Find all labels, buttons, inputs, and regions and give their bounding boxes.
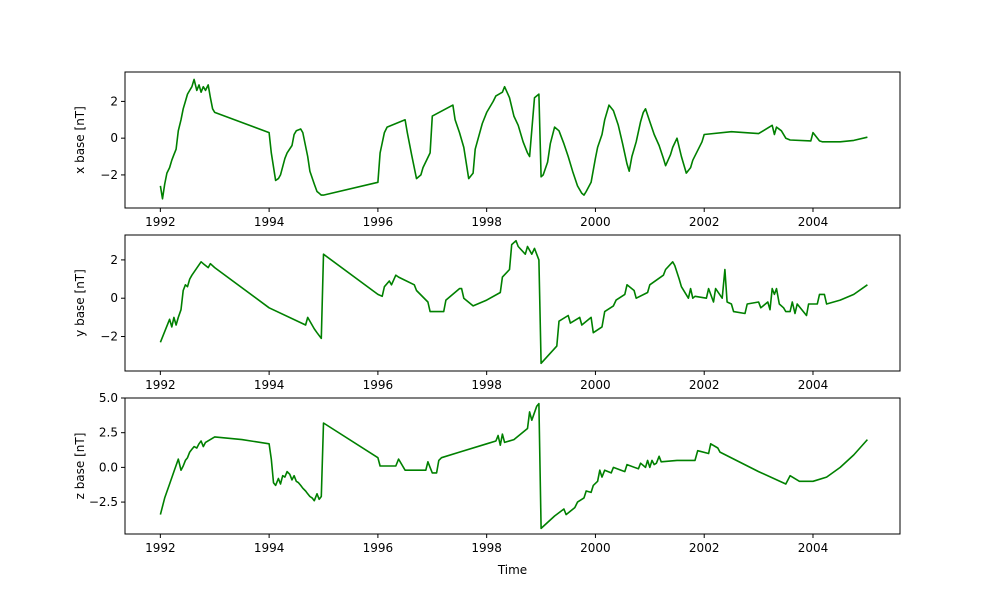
y-base-x-tick-label: 2004: [798, 378, 829, 392]
x-base-series-layer: [159, 78, 868, 200]
y-base-y-tick-label: −2: [100, 330, 118, 344]
z-base-series-line: [159, 402, 868, 530]
x-base-x-tick-label: 2004: [798, 215, 829, 229]
z-base-x-tick-label: 1998: [471, 541, 502, 555]
y-base-y-ticks: −2 0 2: [100, 253, 125, 344]
x-base-y-ticks: −2 0 2: [100, 94, 125, 182]
y-base-y-axis-label: y base [nT]: [73, 269, 87, 337]
y-base-x-tick-label: 1996: [363, 378, 394, 392]
z-base-x-tick-label: 1992: [145, 541, 176, 555]
z-base-y-tick-label: 5.0: [99, 391, 118, 405]
y-base-x-tick-label: 1992: [145, 378, 176, 392]
z-base-y-tick-label: 2.5: [99, 426, 118, 440]
z-base-series-layer: [159, 402, 868, 530]
y-base-x-tick-label: 1998: [471, 378, 502, 392]
z-base-panel: 1992 1994 1996 1998 2000 2002 2004 −2.5 0.0 2.5 5…: [73, 391, 901, 577]
y-base-x-tick-label: 1994: [254, 378, 285, 392]
z-base-y-ticks: −2.5 0.0 2.5 5.0: [89, 391, 125, 509]
y-base-x-ticks: 1992 1994 1996 1998 2000 2002 2004: [145, 371, 828, 392]
z-base-x-tick-label: 2000: [580, 541, 611, 555]
z-base-x-tick-label: 2002: [689, 541, 720, 555]
y-base-x-tick-label: 2002: [689, 378, 720, 392]
x-base-axes-frame: [124, 71, 901, 209]
z-base-y-tick-label: −2.5: [89, 495, 118, 509]
z-base-y-axis-label: z base [nT]: [73, 433, 87, 500]
y-base-panel: 1992 1994 1996 1998 2000 2002 2004 −2 0 2 y base…: [73, 234, 901, 392]
y-base-series-line: [159, 239, 868, 365]
x-base-x-tick-label: 2002: [689, 215, 720, 229]
x-base-x-tick-label: 1992: [145, 215, 176, 229]
z-base-y-tick-label: 0.0: [99, 460, 118, 474]
x-base-x-tick-label: 2000: [580, 215, 611, 229]
y-base-y-tick-label: 2: [110, 253, 118, 267]
y-base-y-tick-label: 0: [110, 291, 118, 305]
z-base-x-tick-label: 1996: [363, 541, 394, 555]
x-base-x-tick-label: 1994: [254, 215, 285, 229]
x-base-y-tick-label: 0: [110, 131, 118, 145]
x-base-y-tick-label: 2: [110, 94, 118, 108]
z-base-x-axis-label: Time: [497, 563, 527, 577]
x-base-series-line: [159, 78, 868, 200]
z-base-x-ticks: 1992 1994 1996 1998 2000 2002 2004: [145, 534, 828, 555]
z-base-x-tick-label: 2004: [798, 541, 829, 555]
x-base-x-tick-label: 1998: [471, 215, 502, 229]
z-base-axes-frame: [124, 397, 901, 535]
y-base-series-layer: [159, 239, 868, 365]
x-base-panel: 1992 1994 1996 1998 2000 2002 2004 −2 0 2 x base…: [73, 71, 901, 229]
z-base-x-tick-label: 1994: [254, 541, 285, 555]
y-base-x-tick-label: 2000: [580, 378, 611, 392]
x-base-y-tick-label: −2: [100, 168, 118, 182]
x-base-y-axis-label: x base [nT]: [73, 106, 87, 174]
x-base-x-ticks: 1992 1994 1996 1998 2000 2002 2004: [145, 208, 828, 229]
x-base-x-tick-label: 1996: [363, 215, 394, 229]
y-base-axes-frame: [124, 234, 901, 372]
